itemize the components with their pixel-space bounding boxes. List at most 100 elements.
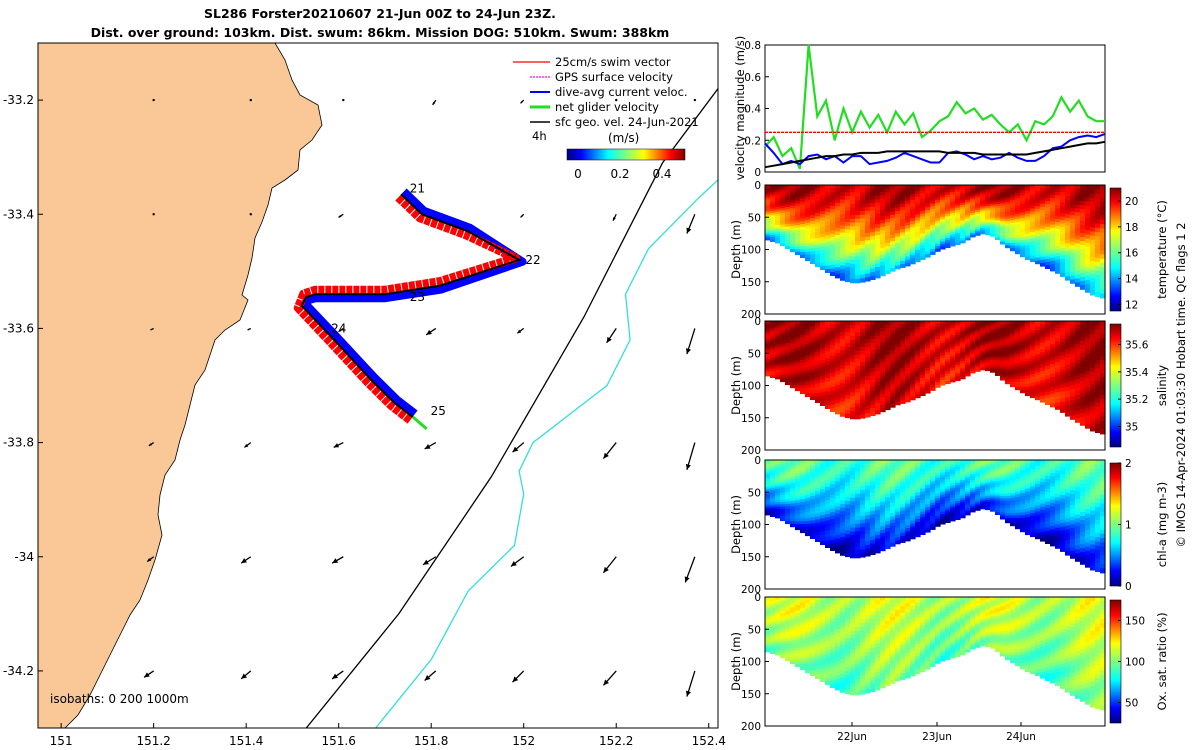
section-cell (850, 384, 856, 390)
section-cell (900, 466, 906, 471)
section-cell (830, 205, 836, 210)
section-cell (925, 362, 931, 366)
section-cell (840, 214, 846, 219)
section-cell (925, 223, 931, 228)
section-cell (885, 460, 891, 464)
section-cell (895, 197, 901, 202)
section-cell (1030, 202, 1036, 207)
section-cell (930, 481, 936, 485)
section-cell (1015, 387, 1021, 391)
section-cell (1065, 269, 1071, 274)
section-cell (870, 254, 876, 259)
section-cell (895, 375, 901, 380)
section-cell (1080, 401, 1086, 406)
section-cell (875, 338, 881, 343)
section-cell (1060, 251, 1066, 256)
section-cell (820, 531, 826, 536)
section-cell (780, 460, 786, 463)
section-cell (825, 398, 831, 403)
section-cell (780, 464, 786, 468)
section-cell (895, 369, 901, 374)
section-cell (765, 231, 771, 235)
section-cell (955, 327, 961, 331)
section-cell (815, 194, 821, 199)
section-cell (960, 500, 966, 503)
section-cell (845, 549, 851, 554)
section-cell (1090, 367, 1096, 373)
section-cell (1005, 245, 1011, 249)
section-cell (785, 211, 791, 215)
section-cell (1065, 228, 1071, 234)
section-cell (790, 223, 796, 227)
section-cell (825, 341, 831, 346)
section-cell (1005, 337, 1011, 341)
section-cell (910, 336, 916, 340)
section-cell (1070, 271, 1076, 277)
colorbar-tick-0: 0 (574, 167, 582, 181)
section-cell (1045, 359, 1051, 364)
section-cell (950, 220, 956, 223)
section-cell (995, 333, 1001, 337)
section-cell (990, 234, 996, 237)
section-cell (945, 189, 951, 193)
section-cell (1030, 332, 1036, 337)
section-cell (980, 324, 986, 328)
section-cell (780, 206, 786, 209)
section-cell (880, 473, 886, 478)
section-cell (1095, 266, 1101, 272)
section-cell (920, 352, 926, 356)
section-cell (950, 363, 956, 367)
section-cell (1025, 381, 1031, 385)
section-cell (905, 522, 911, 526)
section-cell (910, 463, 916, 467)
section-cell (785, 379, 791, 383)
section-cell (945, 333, 951, 336)
section-cell (1010, 331, 1016, 335)
section-cell (1060, 349, 1066, 354)
section-cell (985, 477, 991, 480)
section-cell (1070, 211, 1076, 216)
section-cell (945, 491, 951, 495)
section-cell (815, 460, 821, 464)
section-cell (800, 496, 806, 500)
section-cell (940, 204, 946, 208)
section-cell (940, 328, 946, 332)
section-cell (995, 358, 1001, 362)
section-cell (840, 507, 846, 512)
section-cell (860, 530, 866, 536)
section-cell (940, 489, 946, 493)
section-cell (1080, 233, 1086, 238)
section-cell (965, 508, 971, 512)
section-cell (1020, 237, 1026, 241)
section-cell (1075, 282, 1081, 287)
section-cell (850, 339, 856, 345)
section-cell (920, 247, 926, 252)
section-cell (815, 393, 821, 397)
section-cell (1050, 227, 1056, 232)
section-cell (940, 340, 946, 344)
section-cell (990, 473, 996, 477)
section-cell (940, 350, 946, 354)
section-cell (870, 375, 876, 380)
section-cell (845, 233, 851, 238)
section-cell (915, 489, 921, 493)
section-cell (1010, 202, 1016, 206)
section-cell (985, 221, 991, 224)
section-cell (920, 222, 926, 226)
section-cell (1060, 255, 1066, 260)
section-cell (870, 492, 876, 497)
section-cell (845, 530, 851, 535)
section-cell (975, 359, 981, 363)
section-cell (950, 356, 956, 359)
section-cell (1020, 370, 1026, 374)
section-cell (1015, 336, 1021, 340)
section-cell (935, 243, 941, 247)
section-cell (805, 321, 811, 325)
section-cell (970, 475, 976, 479)
section-cell (845, 402, 851, 407)
section-cell (1040, 259, 1046, 264)
section-cell (775, 191, 781, 195)
section-cell (785, 484, 791, 488)
section-cell (775, 229, 781, 233)
section-cell (850, 347, 856, 352)
